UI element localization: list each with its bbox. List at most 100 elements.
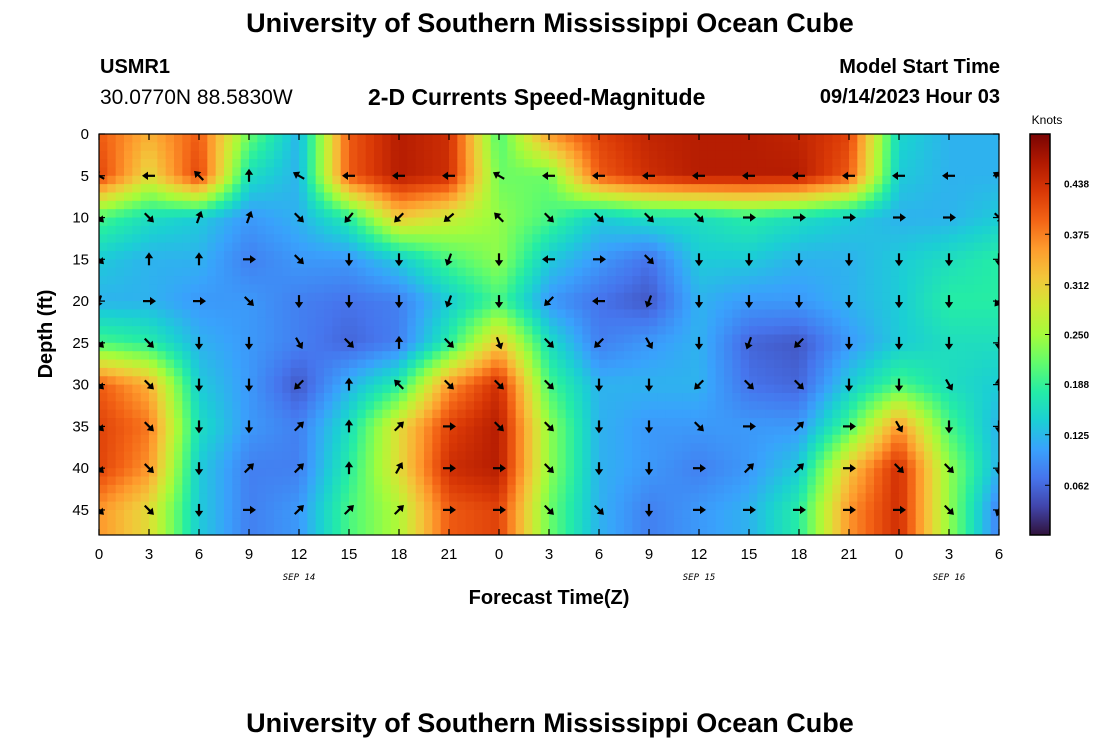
heatmap-cell (124, 259, 133, 269)
heatmap-cell (474, 493, 483, 503)
heatmap-cell (124, 493, 133, 503)
heatmap-cell (782, 134, 792, 143)
heatmap-cell (199, 301, 208, 311)
heatmap-cell (349, 167, 358, 177)
heatmap-cell (232, 309, 242, 319)
heatmap-cell (115, 150, 125, 160)
heatmap-cell (832, 250, 842, 260)
heatmap-cell (524, 326, 533, 336)
heatmap-cell (165, 351, 175, 361)
heatmap-cell (665, 334, 675, 344)
heatmap-cell (765, 242, 775, 252)
heatmap-cell (257, 209, 267, 219)
heatmap-cell (840, 468, 850, 478)
heatmap-cell (149, 484, 158, 494)
heatmap-cell (807, 334, 817, 344)
heatmap-cell (299, 184, 308, 194)
heatmap-cell (790, 359, 800, 369)
heatmap-cell (574, 134, 583, 143)
heatmap-cell (732, 167, 742, 177)
heatmap-cell (924, 184, 933, 194)
heatmap-cell (324, 209, 333, 219)
heatmap-cell (765, 401, 775, 411)
heatmap-cell (290, 418, 300, 427)
heatmap-cell (824, 192, 833, 202)
heatmap-cell (965, 501, 975, 511)
heatmap-cell (465, 376, 475, 386)
heatmap-cell (990, 468, 999, 478)
heatmap-cell (582, 501, 592, 511)
heatmap-cell (799, 409, 808, 419)
heatmap-cell (890, 484, 900, 494)
heatmap-cell (590, 351, 600, 361)
heatmap-cell (990, 493, 999, 503)
heatmap-cell (407, 401, 417, 411)
heatmap-cell (890, 376, 900, 386)
heatmap-cell (732, 250, 742, 260)
heatmap-cell (249, 518, 258, 528)
heatmap-cell (399, 426, 408, 436)
heatmap-cell (340, 259, 350, 269)
heatmap-cell (749, 259, 758, 269)
heatmap-cell (207, 167, 217, 177)
heatmap-cell (357, 459, 367, 469)
heatmap-cell (557, 493, 567, 503)
heatmap-cell (824, 150, 833, 160)
heatmap-cell (432, 426, 442, 436)
heatmap-cell (874, 501, 883, 511)
heatmap-cell (115, 384, 125, 394)
heatmap-cell (990, 367, 999, 377)
heatmap-cell (849, 384, 858, 394)
heatmap-cell (932, 159, 942, 169)
heatmap-cell (424, 142, 433, 152)
heatmap-cell (507, 418, 517, 427)
heatmap-cell (724, 376, 733, 386)
heatmap-cell (432, 225, 442, 235)
heatmap-cell (557, 434, 567, 444)
heatmap-cell (882, 200, 892, 210)
heatmap-cell (224, 451, 233, 461)
heatmap-cell (607, 334, 617, 344)
heatmap-cell (565, 384, 575, 394)
heatmap-cell (315, 209, 325, 219)
heatmap-cell (782, 276, 792, 285)
heatmap-cell (549, 409, 558, 419)
heatmap-cell (524, 351, 533, 361)
heatmap-cell (924, 209, 933, 219)
heatmap-cell (965, 167, 975, 177)
heatmap-cell (840, 134, 850, 143)
heatmap-cell (382, 234, 392, 244)
heatmap-cell (857, 317, 867, 327)
heatmap-cell (224, 367, 233, 377)
heatmap-cell (424, 401, 433, 411)
heatmap-cell (224, 150, 233, 160)
heatmap-cell (557, 167, 567, 177)
heatmap-cell (332, 225, 342, 235)
heatmap-cell (115, 476, 125, 486)
heatmap-cell (215, 242, 225, 252)
heatmap-cell (982, 459, 992, 469)
heatmap-cell (749, 284, 758, 294)
heatmap-cell (299, 426, 308, 436)
heatmap-cell (240, 159, 250, 169)
heatmap-cell (949, 317, 958, 327)
heatmap-cell (874, 284, 883, 294)
heatmap-cell (107, 484, 117, 494)
heatmap-cell (324, 501, 333, 511)
heatmap-cell (265, 359, 275, 369)
heatmap-cell (724, 342, 733, 352)
heatmap-cell (774, 200, 783, 210)
heatmap-cell (732, 267, 742, 277)
heatmap-cell (915, 434, 925, 444)
heatmap-cell (165, 292, 175, 302)
heatmap-cell (674, 451, 683, 461)
heatmap-cell (599, 342, 608, 352)
heatmap-cell (832, 418, 842, 427)
heatmap-cell (732, 159, 742, 169)
heatmap-cell (765, 284, 775, 294)
heatmap-cell (107, 317, 117, 327)
heatmap-cell (157, 317, 167, 327)
heatmap-cell (899, 309, 908, 319)
heatmap-cell (874, 476, 883, 486)
heatmap-cell (940, 342, 950, 352)
